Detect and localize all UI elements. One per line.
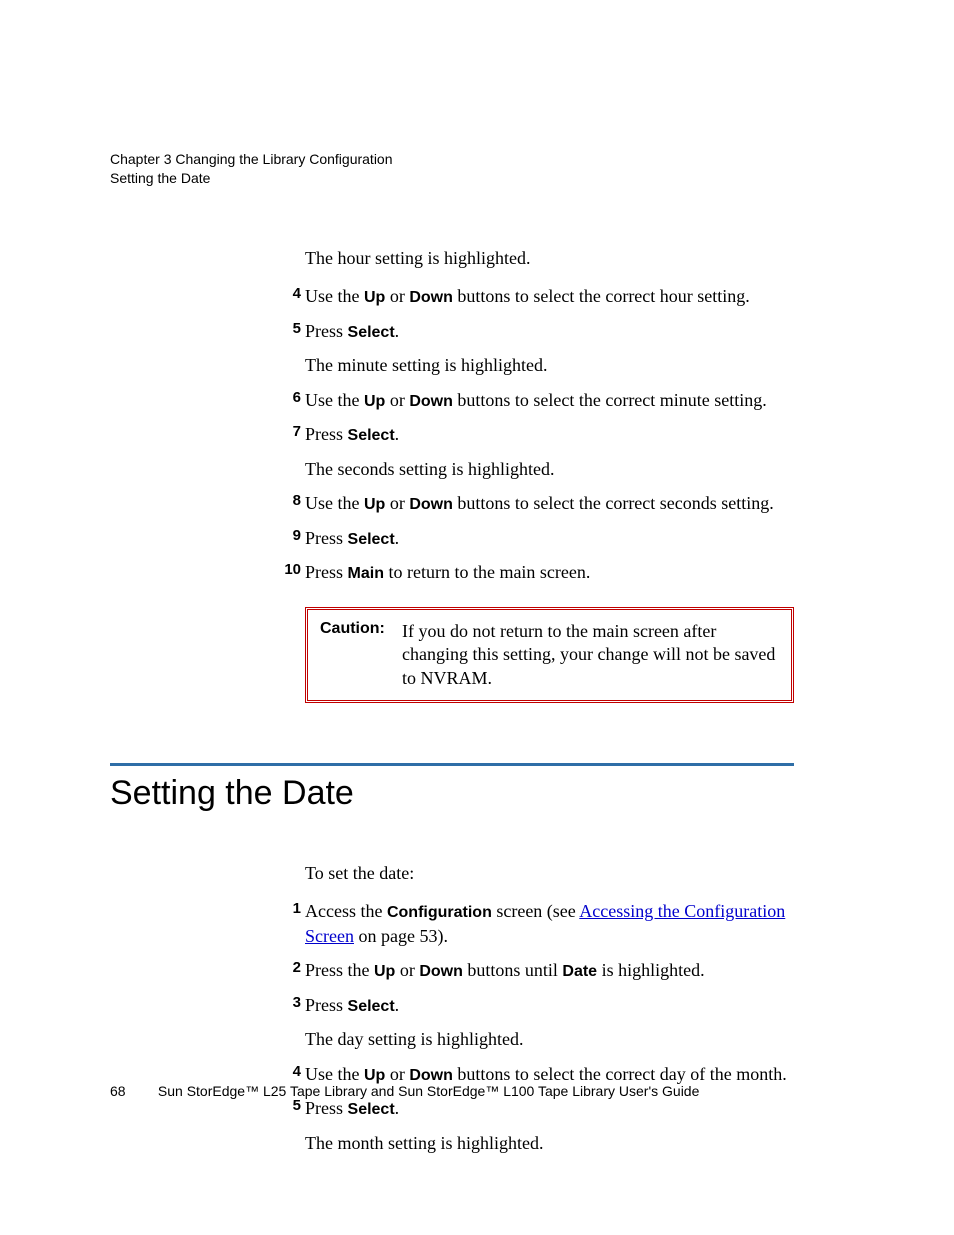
chapter-header: Chapter 3 Changing the Library Configura…	[110, 150, 794, 188]
step: 9 Press Select.	[305, 526, 794, 551]
step: 5 Press Select. The month setting is hig…	[305, 1096, 794, 1155]
step-body: Access the Configuration screen (see Acc…	[305, 899, 794, 948]
step-number: 1	[275, 899, 301, 919]
button-ref: Down	[409, 1067, 453, 1084]
button-ref: Down	[409, 289, 453, 306]
step-number: 4	[275, 1062, 301, 1082]
step-sub: The seconds setting is highlighted.	[305, 457, 794, 481]
button-ref: Up	[374, 963, 395, 980]
step: 6 Use the Up or Down buttons to select t…	[305, 388, 794, 413]
step-number: 9	[275, 526, 301, 546]
section-line: Setting the Date	[110, 169, 794, 188]
caution-inner: Caution: If you do not return to the mai…	[320, 620, 779, 690]
step-number: 10	[275, 560, 301, 580]
page-number: 68	[110, 1083, 154, 1099]
step-body: Press Select.	[305, 526, 794, 551]
step: 3 Press Select. The day setting is highl…	[305, 993, 794, 1052]
step-number: 3	[275, 993, 301, 1013]
step-sub: The month setting is highlighted.	[305, 1131, 794, 1155]
intro-paragraph: The hour setting is highlighted.	[305, 246, 794, 270]
field-ref: Date	[562, 963, 597, 980]
button-ref: Select	[348, 1101, 395, 1118]
steps-top: 4 Use the Up or Down buttons to select t…	[305, 284, 794, 585]
button-ref: Up	[364, 393, 385, 410]
step: 1 Access the Configuration screen (see A…	[305, 899, 794, 948]
content-area: The hour setting is highlighted. 4 Use t…	[305, 246, 794, 703]
step-number: 5	[275, 319, 301, 339]
caution-box: Caution: If you do not return to the mai…	[305, 607, 794, 703]
section-rule	[110, 763, 794, 766]
caution-label: Caution:	[320, 620, 402, 690]
step: 2 Press the Up or Down buttons until Dat…	[305, 958, 794, 983]
step-body: Press Select.	[305, 319, 794, 344]
step-body: Press Select.	[305, 1096, 794, 1121]
button-ref: Select	[348, 427, 395, 444]
step: 10 Press Main to return to the main scre…	[305, 560, 794, 585]
page: Chapter 3 Changing the Library Configura…	[0, 0, 954, 1235]
section-intro: To set the date:	[305, 861, 794, 885]
step-body: Press Select.	[305, 993, 794, 1018]
step-number: 2	[275, 958, 301, 978]
button-ref: Select	[348, 324, 395, 341]
chapter-line: Chapter 3 Changing the Library Configura…	[110, 150, 794, 169]
step-body: Use the Up or Down buttons to select the…	[305, 491, 794, 516]
step-number: 4	[275, 284, 301, 304]
step-number: 7	[275, 422, 301, 442]
caution-text: If you do not return to the main screen …	[402, 620, 779, 690]
step-sub: The minute setting is highlighted.	[305, 353, 794, 377]
screen-ref: Configuration	[387, 904, 492, 921]
content-area: To set the date: 1 Access the Configurat…	[305, 861, 794, 1155]
button-ref: Main	[348, 565, 384, 582]
button-ref: Down	[409, 496, 453, 513]
button-ref: Up	[364, 289, 385, 306]
step-body: Use the Up or Down buttons to select the…	[305, 388, 794, 413]
button-ref: Down	[409, 393, 453, 410]
step-body: Press Select.	[305, 422, 794, 447]
step-body: Press Main to return to the main screen.	[305, 560, 794, 585]
step-sub: The day setting is highlighted.	[305, 1027, 794, 1051]
step: 7 Press Select. The seconds setting is h…	[305, 422, 794, 481]
page-footer: 68 Sun StorEdge™ L25 Tape Library and Su…	[110, 1083, 699, 1099]
button-ref: Up	[364, 1067, 385, 1084]
button-ref: Select	[348, 531, 395, 548]
steps-bottom: 1 Access the Configuration screen (see A…	[305, 899, 794, 1155]
book-title: Sun StorEdge™ L25 Tape Library and Sun S…	[158, 1083, 700, 1099]
step-number: 6	[275, 388, 301, 408]
step: 8 Use the Up or Down buttons to select t…	[305, 491, 794, 516]
button-ref: Up	[364, 496, 385, 513]
step: 4 Use the Up or Down buttons to select t…	[305, 284, 794, 309]
step-number: 8	[275, 491, 301, 511]
step-body: Press the Up or Down buttons until Date …	[305, 958, 794, 983]
step: 5 Press Select. The minute setting is hi…	[305, 319, 794, 378]
button-ref: Select	[348, 998, 395, 1015]
button-ref: Down	[419, 963, 463, 980]
section-heading: Setting the Date	[110, 774, 794, 813]
step-body: Use the Up or Down buttons to select the…	[305, 284, 794, 309]
step-number: 5	[275, 1096, 301, 1116]
